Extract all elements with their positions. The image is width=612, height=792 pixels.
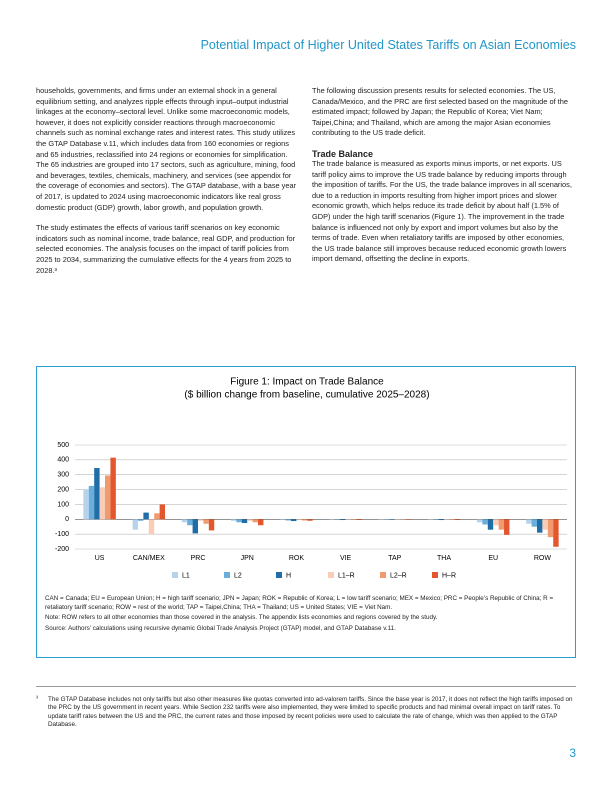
- legend-swatch: [172, 572, 178, 578]
- legend-swatch: [276, 572, 282, 578]
- bar: [143, 512, 149, 520]
- bar: [487, 519, 494, 530]
- note: Note: ROW refers to all other economies …: [45, 614, 438, 622]
- bar: [356, 519, 362, 521]
- bar: [301, 519, 308, 521]
- x-tick-label: EU: [488, 555, 498, 562]
- bar: [83, 489, 89, 520]
- bar: [258, 519, 264, 526]
- x-tick-label: TAP: [388, 555, 401, 562]
- x-tick-label: VIE: [340, 555, 352, 562]
- y-tick-label: 300: [57, 472, 69, 479]
- bar: [296, 519, 302, 521]
- header-title: Potential Impact of Higher United States…: [200, 38, 576, 52]
- y-tick-label: 400: [57, 457, 69, 464]
- bar: [132, 519, 138, 530]
- bar: [241, 519, 248, 523]
- legend-label: H–R: [442, 572, 456, 579]
- bar: [542, 519, 548, 530]
- x-tick-label: ROW: [534, 555, 552, 562]
- legend-label: L2–R: [390, 572, 407, 579]
- bar: [105, 475, 111, 520]
- bar: [280, 519, 286, 521]
- x-tick-label: THA: [437, 555, 451, 562]
- bar: [493, 519, 499, 526]
- y-tick-label: -200: [55, 546, 69, 553]
- legend-swatch: [432, 572, 438, 578]
- y-tick-label: 500: [57, 442, 69, 449]
- bar: [454, 519, 461, 521]
- bar: [154, 513, 160, 520]
- paragraph: households, governments, and firms under…: [36, 86, 297, 212]
- x-tick-label: ROK: [289, 555, 305, 562]
- bar: [230, 519, 237, 521]
- x-tick-label: CAN/MEX: [133, 555, 165, 562]
- x-tick-label: PRC: [191, 555, 206, 562]
- bar: [99, 487, 106, 520]
- chart-title: Figure 1: Impact on Trade Balance: [230, 377, 384, 388]
- bar: [340, 519, 346, 521]
- bar: [536, 519, 543, 533]
- legend-swatch: [328, 572, 334, 578]
- footnote-rule: [36, 686, 576, 687]
- legend-label: L1: [182, 572, 190, 579]
- bar: [482, 519, 488, 525]
- bar: [187, 519, 193, 526]
- bar: [476, 519, 483, 523]
- y-tick-label: 0: [65, 516, 69, 523]
- page-number: 3: [569, 746, 576, 760]
- bar: [181, 519, 188, 523]
- footnote-text: The GTAP Database includes not only tari…: [48, 696, 573, 729]
- x-tick-label: JPN: [241, 555, 254, 562]
- bar: [547, 519, 554, 538]
- bar: [203, 519, 209, 524]
- paragraph: The following discussion presents result…: [312, 86, 568, 138]
- left-column: households, governments, and firms under…: [36, 86, 300, 286]
- bar: [252, 519, 259, 523]
- chart-subtitle: ($ billion change from baseline, cumulat…: [184, 390, 429, 401]
- y-tick-label: 200: [57, 486, 69, 493]
- chart-notes: CAN = Canada; EU = European Union; H = h…: [45, 595, 567, 635]
- bar: [192, 519, 198, 534]
- footnote-marker: ³: [36, 696, 38, 702]
- bar: [159, 504, 166, 520]
- bar: [208, 519, 215, 531]
- bar: [526, 519, 532, 524]
- bar: [290, 519, 297, 522]
- section-heading: Trade Balance: [312, 148, 374, 159]
- bar: [531, 519, 537, 527]
- bar: [148, 519, 155, 535]
- bar: [236, 519, 242, 523]
- bar: [285, 519, 291, 521]
- legend-label: L1–R: [338, 572, 355, 579]
- bar: [504, 519, 510, 535]
- bar: [110, 457, 116, 520]
- legend-swatch: [380, 572, 386, 578]
- paragraph: The study estimates the effects of vario…: [36, 223, 296, 275]
- bar: [198, 519, 204, 521]
- legend-label: L2: [234, 572, 242, 579]
- y-tick-label: -100: [55, 531, 69, 538]
- bar: [137, 519, 144, 521]
- chart: Figure 1: Impact on Trade Balance ($ bil…: [55, 377, 567, 579]
- figure-box: Figure 1: Impact on Trade Balance ($ bil…: [36, 366, 576, 658]
- y-tick-label: 100: [57, 501, 69, 508]
- legend-label: H: [286, 572, 291, 579]
- bar: [498, 519, 505, 530]
- bar: [94, 468, 100, 520]
- legend-swatch: [224, 572, 230, 578]
- x-tick-label: US: [95, 555, 105, 562]
- paragraph: The trade balance is measured as exports…: [312, 158, 572, 264]
- bar: [307, 519, 313, 521]
- bar: [438, 519, 444, 521]
- right-column: The following discussion presents result…: [312, 86, 576, 275]
- bar: [247, 519, 253, 521]
- bar: [88, 485, 95, 520]
- bar: [553, 519, 559, 547]
- note: CAN = Canada; EU = European Union; H = h…: [45, 595, 554, 611]
- note: Source: Authors’ calculations using recu…: [45, 624, 396, 632]
